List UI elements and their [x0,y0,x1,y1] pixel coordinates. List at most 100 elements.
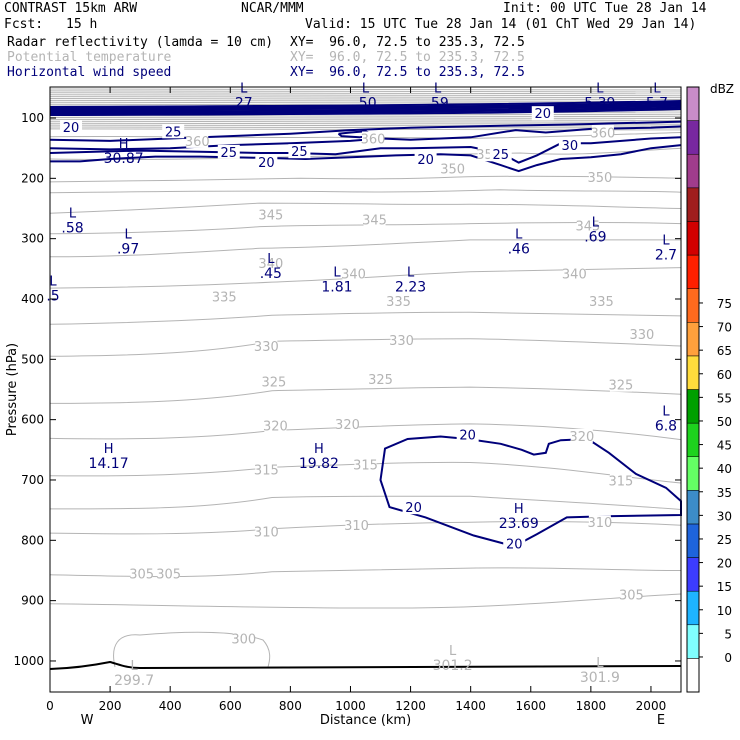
extremum-value: 27 [235,96,253,112]
contour-label: 310 [587,516,612,531]
extremum-value: 2.23 [395,280,426,296]
east-label: E [657,713,665,728]
west-label: W [81,713,94,728]
y-tick-label: 700 [21,473,44,487]
contour-label-bg [363,212,386,227]
colorbar-swatch [686,322,700,357]
y-tick-label: 900 [21,594,44,608]
theta-line-upper [49,96,682,99]
axes: 0 200 400 600 800 1000 1200 1400 1600 1800 2000 100… [5,86,682,728]
extremum-value: .46 [508,242,530,258]
theta-line [49,189,682,194]
contour-label-bg [588,515,611,530]
contour-label-bg [288,144,311,159]
extremum-type: H [314,442,324,457]
contour-label: 20 [417,153,434,168]
colorbar-level: 20 [717,557,732,571]
contour-label: 30 [562,139,579,154]
contour-label-bg [531,106,554,121]
contour-label-bg [130,566,153,581]
colorbar-swatch [686,557,700,592]
colorbar-level: 15 [717,580,732,594]
field-name-theta: Potential temperature [7,50,172,65]
isotach-jet-upper [49,103,682,112]
extremum-type: L [333,266,341,281]
y-tick-label: 600 [21,413,44,427]
extremum-type: L [596,82,604,97]
x-tick-label: 1200 [395,699,426,713]
colorbar-level: 60 [717,368,732,382]
contour-label-bg [402,500,425,515]
extremum-type: L [362,82,370,97]
isotach-jet-upper [49,100,682,108]
theta-line [49,386,682,404]
y-tick-label: 100 [21,111,44,125]
extremum-type: L [653,82,661,97]
contour-label-bg [563,266,586,281]
contour-label-bg [255,339,278,354]
theta-line-upper [49,124,682,127]
contour-label-bg [503,536,526,551]
theta-line [49,311,682,325]
extremum-type: L [592,216,600,231]
extremum-type: L [407,266,415,281]
contour-label: 330 [389,334,414,349]
contour-label: 300 [231,633,256,648]
colorbar-level: 45 [717,439,732,453]
x-tick-label: 1800 [576,699,607,713]
y-axis-label: Pressure (hPa) [5,343,20,436]
contour-label: 360 [590,126,615,141]
colorbar-level: 5 [724,627,732,641]
y-tick-label: 500 [21,352,44,366]
extremum-value: .69 [584,230,606,246]
x-tick-label: 400 [159,699,182,713]
extremum-value: .59 [426,96,448,112]
theta-line-upper [49,94,682,97]
contour-label-bg [259,207,282,222]
extremum-value: .50 [354,96,376,112]
theta-line [49,338,682,357]
colorbar-level: 70 [717,321,732,335]
contour-label-bg [255,524,278,539]
colorbar: 0 5 10 15 20 25 30 35 40 45 50 55 60 65 70 75 dBZ [686,82,734,693]
contour-label-bg [354,457,377,472]
extremum-type: H [514,502,524,517]
contour-label: 340 [258,257,283,272]
colorbar-swatch [686,658,700,693]
contour-label: 350 [587,171,612,186]
contour-label-bg [390,333,413,348]
contour-label: 345 [258,209,283,224]
colorbar-swatch [686,389,700,424]
contour-label-bg [630,326,653,341]
contour-label-bg [60,120,83,135]
colorbar-level: 75 [717,297,732,311]
terrain-line [49,660,682,670]
terrain-line [49,660,682,670]
x-tick-label: 1400 [455,699,486,713]
contour-label-bg [558,138,581,153]
theta-line [49,239,682,258]
isotach [49,120,682,142]
colorbar-level: 35 [717,486,732,500]
wind-isotachs [49,100,682,548]
contour-label: 345 [362,213,387,228]
theta-line [49,593,682,609]
extremum-type: L [662,404,670,419]
extremum-value: .45 [260,266,282,282]
theta-line [49,202,682,214]
contour-label-bg [489,147,512,162]
extremum-value: 299.7 [114,673,154,689]
colorbar-swatch [686,86,700,121]
contour-label: 315 [353,458,378,473]
theta-line-upper [49,128,682,131]
colorbar-level: 55 [717,391,732,405]
contour-label: 25 [221,146,238,161]
contour-label-bg [441,161,464,176]
contour-label-bg [213,289,236,304]
contour-label-bg [259,255,282,270]
contour-label-bg [362,131,385,146]
contour-label: 305 [619,589,644,604]
contour-label: 360 [185,135,210,150]
